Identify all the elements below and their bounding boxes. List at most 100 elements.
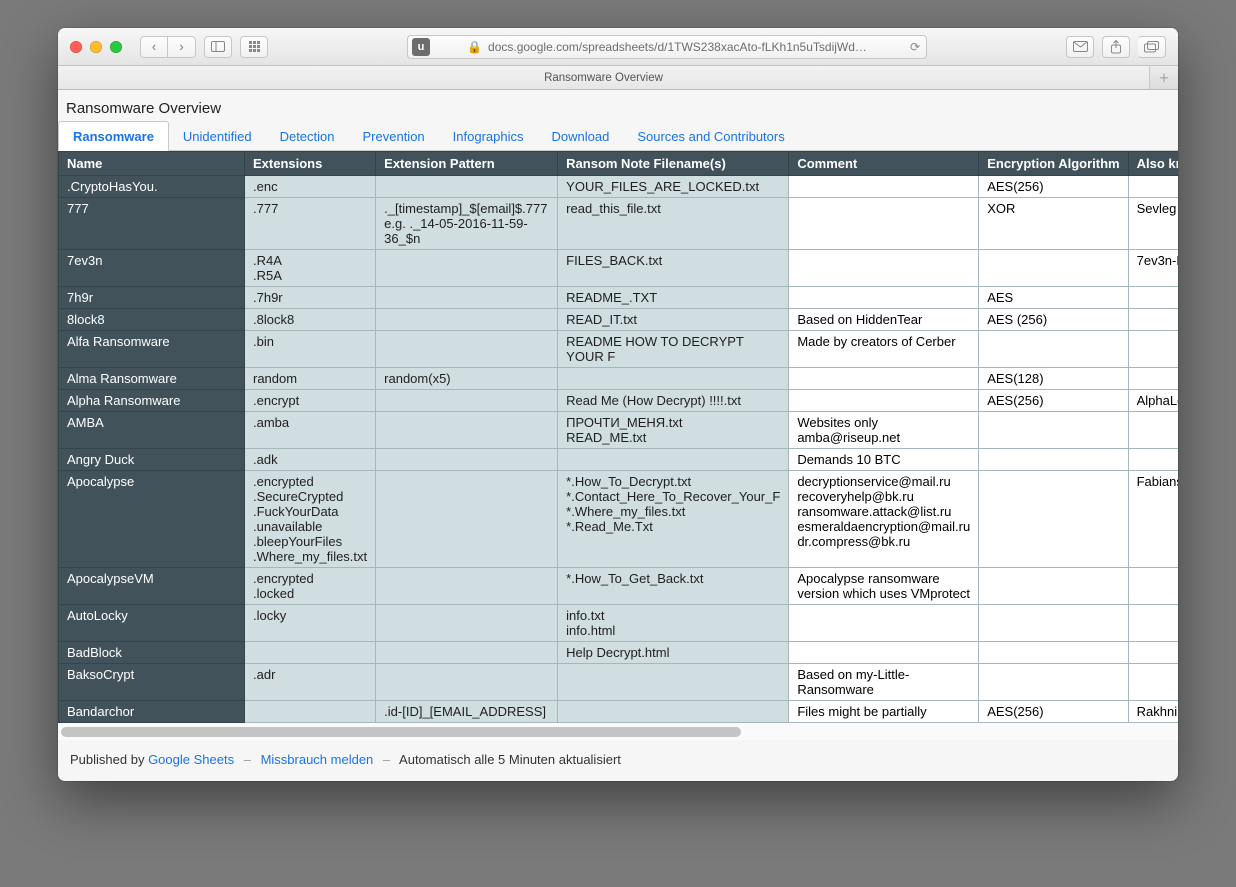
sheet-tab-infographics[interactable]: Infographics: [439, 122, 538, 150]
cell-aka: AlphaLocker: [1128, 390, 1178, 412]
column-header[interactable]: Ransom Note Filename(s): [558, 152, 789, 176]
table-row[interactable]: 777.777._[timestamp]_$[email]$.777 e.g. …: [59, 198, 1179, 250]
cell-note: README HOW TO DECRYPT YOUR F: [558, 331, 789, 368]
google-sheets-link[interactable]: Google Sheets: [148, 752, 234, 767]
cell-alg: [979, 471, 1128, 568]
tabs-button[interactable]: [1138, 36, 1166, 58]
cell-aka: Fabiansomew: [1128, 471, 1178, 568]
sheet-tab-prevention[interactable]: Prevention: [349, 122, 439, 150]
cell-note: FILES_BACK.txt: [558, 250, 789, 287]
cell-pat: [376, 250, 558, 287]
cell-aka: [1128, 309, 1178, 331]
table-row[interactable]: Alma Ransomwarerandomrandom(x5)AES(128): [59, 368, 1179, 390]
sheet-tab-unidentified[interactable]: Unidentified: [169, 122, 266, 150]
sheet-tab-detection[interactable]: Detection: [266, 122, 349, 150]
mail-icon: [1073, 41, 1088, 52]
minimize-window-button[interactable]: [90, 41, 102, 53]
table-row[interactable]: 7ev3n.R4A .R5AFILES_BACK.txt7ev3n-HONE$: [59, 250, 1179, 287]
page-title: Ransomware Overview: [58, 90, 1178, 121]
cell-pat: [376, 664, 558, 701]
cell-ext: .enc: [245, 176, 376, 198]
forward-button[interactable]: ›: [168, 36, 196, 58]
sheet-tab-ransomware[interactable]: Ransomware: [58, 121, 169, 151]
scrollbar-thumb[interactable]: [61, 727, 741, 737]
cell-name: Alpha Ransomware: [59, 390, 245, 412]
cell-comment: decryptionservice@mail.ru recoveryhelp@b…: [789, 471, 979, 568]
maximize-window-button[interactable]: [110, 41, 122, 53]
window-controls: [70, 41, 122, 53]
published-by-label: Published by: [70, 752, 148, 767]
table-row[interactable]: 7h9r.7h9rREADME_.TXTAES: [59, 287, 1179, 309]
cell-alg: [979, 605, 1128, 642]
ublock-icon[interactable]: u: [412, 38, 430, 56]
address-bar[interactable]: u 🔒 docs.google.com/spreadsheets/d/1TWS2…: [407, 35, 927, 59]
cell-aka: [1128, 642, 1178, 664]
column-header[interactable]: Comment: [789, 152, 979, 176]
table-row[interactable]: BadBlockHelp Decrypt.html: [59, 642, 1179, 664]
table-row[interactable]: Angry Duck.adkDemands 10 BTC: [59, 449, 1179, 471]
sidebar-button[interactable]: [204, 36, 232, 58]
table-row[interactable]: 8lock8.8lock8READ_IT.txtBased on HiddenT…: [59, 309, 1179, 331]
new-tab-button[interactable]: ＋: [1150, 66, 1178, 89]
table-row[interactable]: ApocalypseVM.encrypted .locked*.How_To_G…: [59, 568, 1179, 605]
table-row[interactable]: Alpha Ransomware.encryptRead Me (How Dec…: [59, 390, 1179, 412]
cell-ext: .7h9r: [245, 287, 376, 309]
separator: –: [383, 752, 390, 767]
cell-aka: [1128, 412, 1178, 449]
table-scroll[interactable]: NameExtensionsExtension PatternRansom No…: [58, 151, 1178, 723]
column-header[interactable]: Extension Pattern: [376, 152, 558, 176]
topsites-button[interactable]: [240, 36, 268, 58]
share-button[interactable]: [1102, 36, 1130, 58]
cell-ext: .R4A .R5A: [245, 250, 376, 287]
page-content: Ransomware Overview RansomwareUnidentifi…: [58, 90, 1178, 781]
table-row[interactable]: BaksoCrypt.adrBased on my-Little-Ransomw…: [59, 664, 1179, 701]
cell-pat: [376, 287, 558, 309]
cell-pat: ._[timestamp]_$[email]$.777 e.g. ._14-05…: [376, 198, 558, 250]
column-header[interactable]: Also known as: [1128, 152, 1178, 176]
reload-button[interactable]: ⟳: [910, 40, 920, 54]
sidebar-icon: [211, 41, 225, 52]
table-row[interactable]: .CryptoHasYou..encYOUR_FILES_ARE_LOCKED.…: [59, 176, 1179, 198]
table-row[interactable]: AutoLocky.lockyinfo.txt info.html: [59, 605, 1179, 642]
cell-name: BadBlock: [59, 642, 245, 664]
mail-button[interactable]: [1066, 36, 1094, 58]
cell-alg: [979, 331, 1128, 368]
cell-alg: AES: [979, 287, 1128, 309]
cell-comment: Made by creators of Cerber: [789, 331, 979, 368]
column-header[interactable]: Extensions: [245, 152, 376, 176]
tabs-icon: [1144, 41, 1159, 53]
table-row[interactable]: Alfa Ransomware.binREADME HOW TO DECRYPT…: [59, 331, 1179, 368]
column-header[interactable]: Name: [59, 152, 245, 176]
cell-alg: [979, 642, 1128, 664]
report-abuse-link[interactable]: Missbrauch melden: [261, 752, 374, 767]
column-header[interactable]: Encryption Algorithm: [979, 152, 1128, 176]
table-row[interactable]: Apocalypse.encrypted .SecureCrypted .Fuc…: [59, 471, 1179, 568]
back-button[interactable]: ‹: [140, 36, 168, 58]
table-header-row: NameExtensionsExtension PatternRansom No…: [59, 152, 1179, 176]
cell-ext: .777: [245, 198, 376, 250]
cell-name: BaksoCrypt: [59, 664, 245, 701]
cell-comment: Apocalypse ransomware version which uses…: [789, 568, 979, 605]
sheet-tab-sources-and-contributors[interactable]: Sources and Contributors: [623, 122, 798, 150]
footer: Published by Google Sheets – Missbrauch …: [58, 740, 1178, 781]
cell-ext: .encrypt: [245, 390, 376, 412]
table-row[interactable]: Bandarchor.id-[ID]_[EMAIL_ADDRESS]Files …: [59, 701, 1179, 723]
cell-alg: [979, 664, 1128, 701]
cell-alg: [979, 568, 1128, 605]
cell-comment: [789, 250, 979, 287]
browser-tab-title: Ransomware Overview: [544, 72, 663, 84]
cell-name: AutoLocky: [59, 605, 245, 642]
cell-note: YOUR_FILES_ARE_LOCKED.txt: [558, 176, 789, 198]
browser-tabbar: Ransomware Overview ＋: [58, 66, 1178, 90]
table-row[interactable]: AMBA.ambaПРОЧТИ_МЕНЯ.txt READ_ME.txtWebs…: [59, 412, 1179, 449]
cell-note: [558, 701, 789, 723]
sheet-tab-download[interactable]: Download: [537, 122, 623, 150]
cell-ext: .adk: [245, 449, 376, 471]
horizontal-scrollbar[interactable]: [58, 723, 1178, 740]
close-window-button[interactable]: [70, 41, 82, 53]
browser-tab[interactable]: Ransomware Overview: [58, 66, 1150, 89]
cell-pat: [376, 449, 558, 471]
cell-pat: [376, 605, 558, 642]
cell-comment: Demands 10 BTC: [789, 449, 979, 471]
cell-name: Apocalypse: [59, 471, 245, 568]
